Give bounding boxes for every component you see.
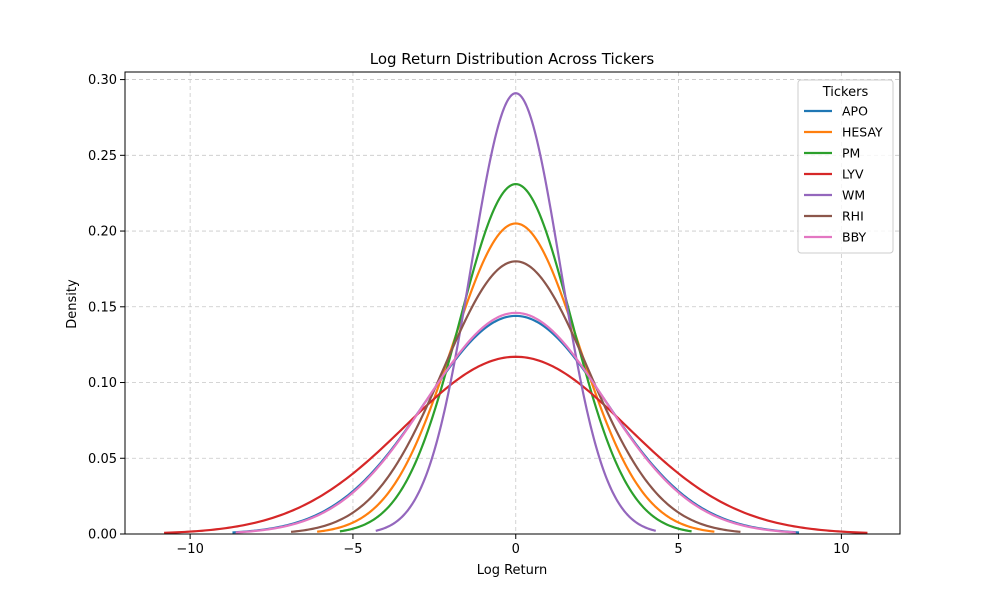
legend-title: Tickers (822, 85, 869, 100)
x-tick-label: −5 (343, 542, 362, 557)
series-line-wm (375, 92, 657, 532)
legend-label-apo: APO (842, 104, 868, 119)
x-tick-label: 5 (674, 542, 682, 557)
legend-label-wm: WM (842, 188, 865, 203)
x-tick-label: 10 (833, 542, 850, 557)
y-tick-label: 0.00 (88, 528, 117, 543)
y-axis-label: Density (65, 279, 80, 329)
curves (164, 92, 868, 534)
y-axis: 0.00 0.05 0.10 0.15 0.20 0.25 0.30 (88, 73, 125, 543)
x-axis: −10 −5 0 5 10 (176, 534, 850, 557)
y-tick-label: 0.20 (88, 225, 117, 240)
series-line-rhi (290, 260, 741, 533)
series-line-pm (339, 182, 692, 533)
y-tick-label: 0.30 (88, 73, 117, 88)
legend-label-rhi: RHI (842, 209, 864, 224)
series-line-hesay (316, 222, 715, 533)
legend-box (797, 79, 894, 254)
plot-frame (124, 71, 901, 535)
legend-label-bby: BBY (842, 230, 866, 245)
y-tick-label: 0.25 (88, 149, 117, 164)
grid (125, 72, 900, 535)
legend: Tickers APO HESAY PM LYV WM RHI BBY (797, 79, 894, 254)
y-tick-label: 0.15 (88, 300, 117, 315)
legend-items: APO HESAY PM LYV WM RHI BBY (804, 104, 883, 245)
legend-label-lyv: LYV (842, 167, 864, 182)
series-line-bby (235, 311, 796, 534)
legend-label-hesay: HESAY (842, 125, 883, 140)
y-tick-label: 0.05 (88, 452, 117, 467)
legend-label-pm: PM (842, 146, 860, 161)
x-tick-label: 0 (512, 542, 520, 557)
y-tick-label: 0.10 (88, 376, 117, 391)
x-axis-label: Log Return (477, 563, 548, 578)
chart-title: Log Return Distribution Across Tickers (370, 50, 655, 68)
x-tick-label: −10 (176, 542, 203, 557)
series-line-lyv (164, 355, 868, 534)
